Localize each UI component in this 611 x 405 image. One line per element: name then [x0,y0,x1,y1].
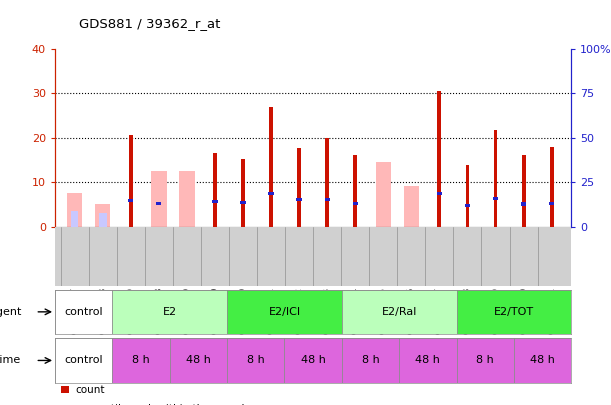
Bar [297,147,301,227]
Text: 48 h: 48 h [301,356,326,365]
Bar [456,338,514,383]
Text: control: control [64,356,103,365]
Bar [399,338,456,383]
Bar [404,186,419,227]
Bar [285,338,342,383]
Bar [128,198,133,202]
Text: GDS881 / 39362_r_at: GDS881 / 39362_r_at [79,17,221,30]
Bar [227,338,285,383]
Text: E2/ICI: E2/ICI [268,307,301,317]
Bar [550,147,554,227]
Bar [437,192,442,195]
Bar [268,192,274,195]
Bar [112,338,170,383]
Text: agent: agent [0,307,21,317]
Bar [342,290,456,334]
Text: 8 h: 8 h [362,356,379,365]
Text: 48 h: 48 h [186,356,211,365]
Bar [549,202,554,205]
Bar [514,338,571,383]
Text: 8 h: 8 h [247,356,265,365]
Bar [71,211,78,227]
Bar [241,159,245,227]
Bar [493,197,498,200]
Bar [170,338,227,383]
Bar [353,155,357,227]
Bar [465,203,470,207]
Text: 48 h: 48 h [530,356,555,365]
Bar [324,198,330,201]
Text: percentile rank within the sample: percentile rank within the sample [75,404,251,405]
Text: E2/TOT: E2/TOT [494,307,534,317]
Bar [522,155,525,227]
Bar [212,200,218,203]
Bar [269,107,273,227]
Text: control: control [64,307,103,317]
Bar [112,290,227,334]
Bar [466,165,469,227]
Text: count: count [75,385,105,394]
Text: 8 h: 8 h [477,356,494,365]
Bar [156,202,161,205]
Bar [99,213,106,227]
Bar [521,202,526,206]
Bar [376,162,391,227]
Bar [325,138,329,227]
Bar [342,338,399,383]
Bar [129,136,133,227]
Text: E2: E2 [163,307,177,317]
Bar [55,338,112,383]
Bar [55,290,112,334]
Bar [240,201,246,204]
Bar [151,171,167,227]
Bar [437,91,441,227]
Bar [213,153,217,227]
Bar [179,171,194,227]
Bar [494,130,497,227]
Bar [296,198,302,201]
Bar [456,290,571,334]
Bar [95,204,111,227]
Text: E2/Ral: E2/Ral [381,307,417,317]
Bar [353,202,358,205]
Bar [67,194,82,227]
Text: time: time [0,356,21,365]
Text: 8 h: 8 h [132,356,150,365]
Bar [227,290,342,334]
Text: 48 h: 48 h [415,356,441,365]
